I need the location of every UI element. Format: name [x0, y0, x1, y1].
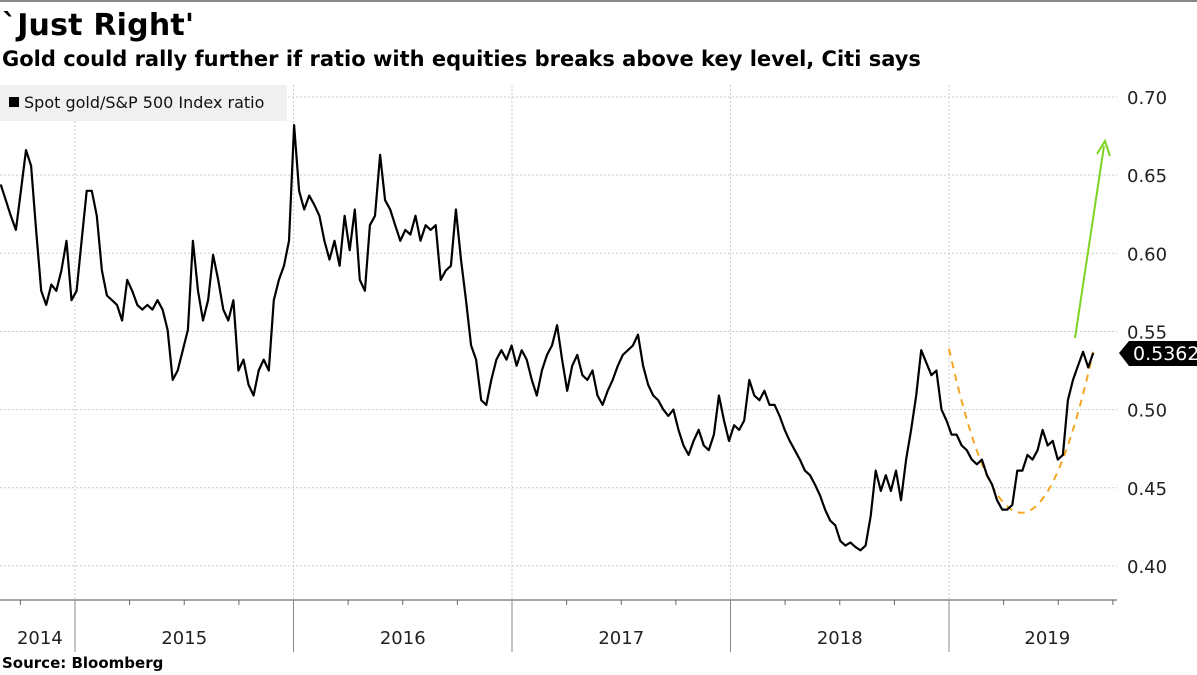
last-value-text: 0.5362 [1133, 343, 1197, 365]
x-tick-label: 2018 [817, 628, 863, 649]
x-tick-label: 2019 [1024, 628, 1070, 649]
legend-label: Spot gold/S&P 500 Index ratio [24, 93, 264, 112]
dashed-curve-annotation [948, 348, 1095, 514]
y-tick-label: 0.50 [1127, 401, 1167, 422]
series-line-gold-sp500-ratio [0, 124, 1095, 552]
y-tick-label: 0.40 [1127, 557, 1167, 578]
legend-background [0, 85, 287, 121]
y-tick-label: 0.60 [1127, 244, 1167, 265]
last-value-marker [1119, 341, 1197, 366]
x-tick-label: 2015 [161, 628, 207, 649]
source-note: Source: Bloomberg [2, 654, 164, 672]
x-tick-label: 2017 [598, 628, 644, 649]
green-arrow-shaft [1074, 145, 1105, 339]
x-tick-label: 2014 [17, 628, 63, 649]
x-tick-label: 2016 [380, 628, 426, 649]
y-tick-label: 0.45 [1127, 479, 1167, 500]
last-value-label: 0.5362 [1119, 341, 1197, 366]
y-tick-label: 0.70 [1127, 88, 1167, 109]
chart-title: `Just Right' [2, 8, 195, 43]
legend: Spot gold/S&P 500 Index ratio [0, 85, 287, 121]
y-tick-label: 0.55 [1127, 322, 1167, 343]
chart-subtitle: Gold could rally further if ratio with e… [2, 47, 921, 71]
green-arrow-head [1096, 138, 1111, 157]
legend-swatch [9, 97, 19, 107]
y-tick-label: 0.65 [1127, 166, 1167, 187]
top-rule [0, 0, 1197, 2]
